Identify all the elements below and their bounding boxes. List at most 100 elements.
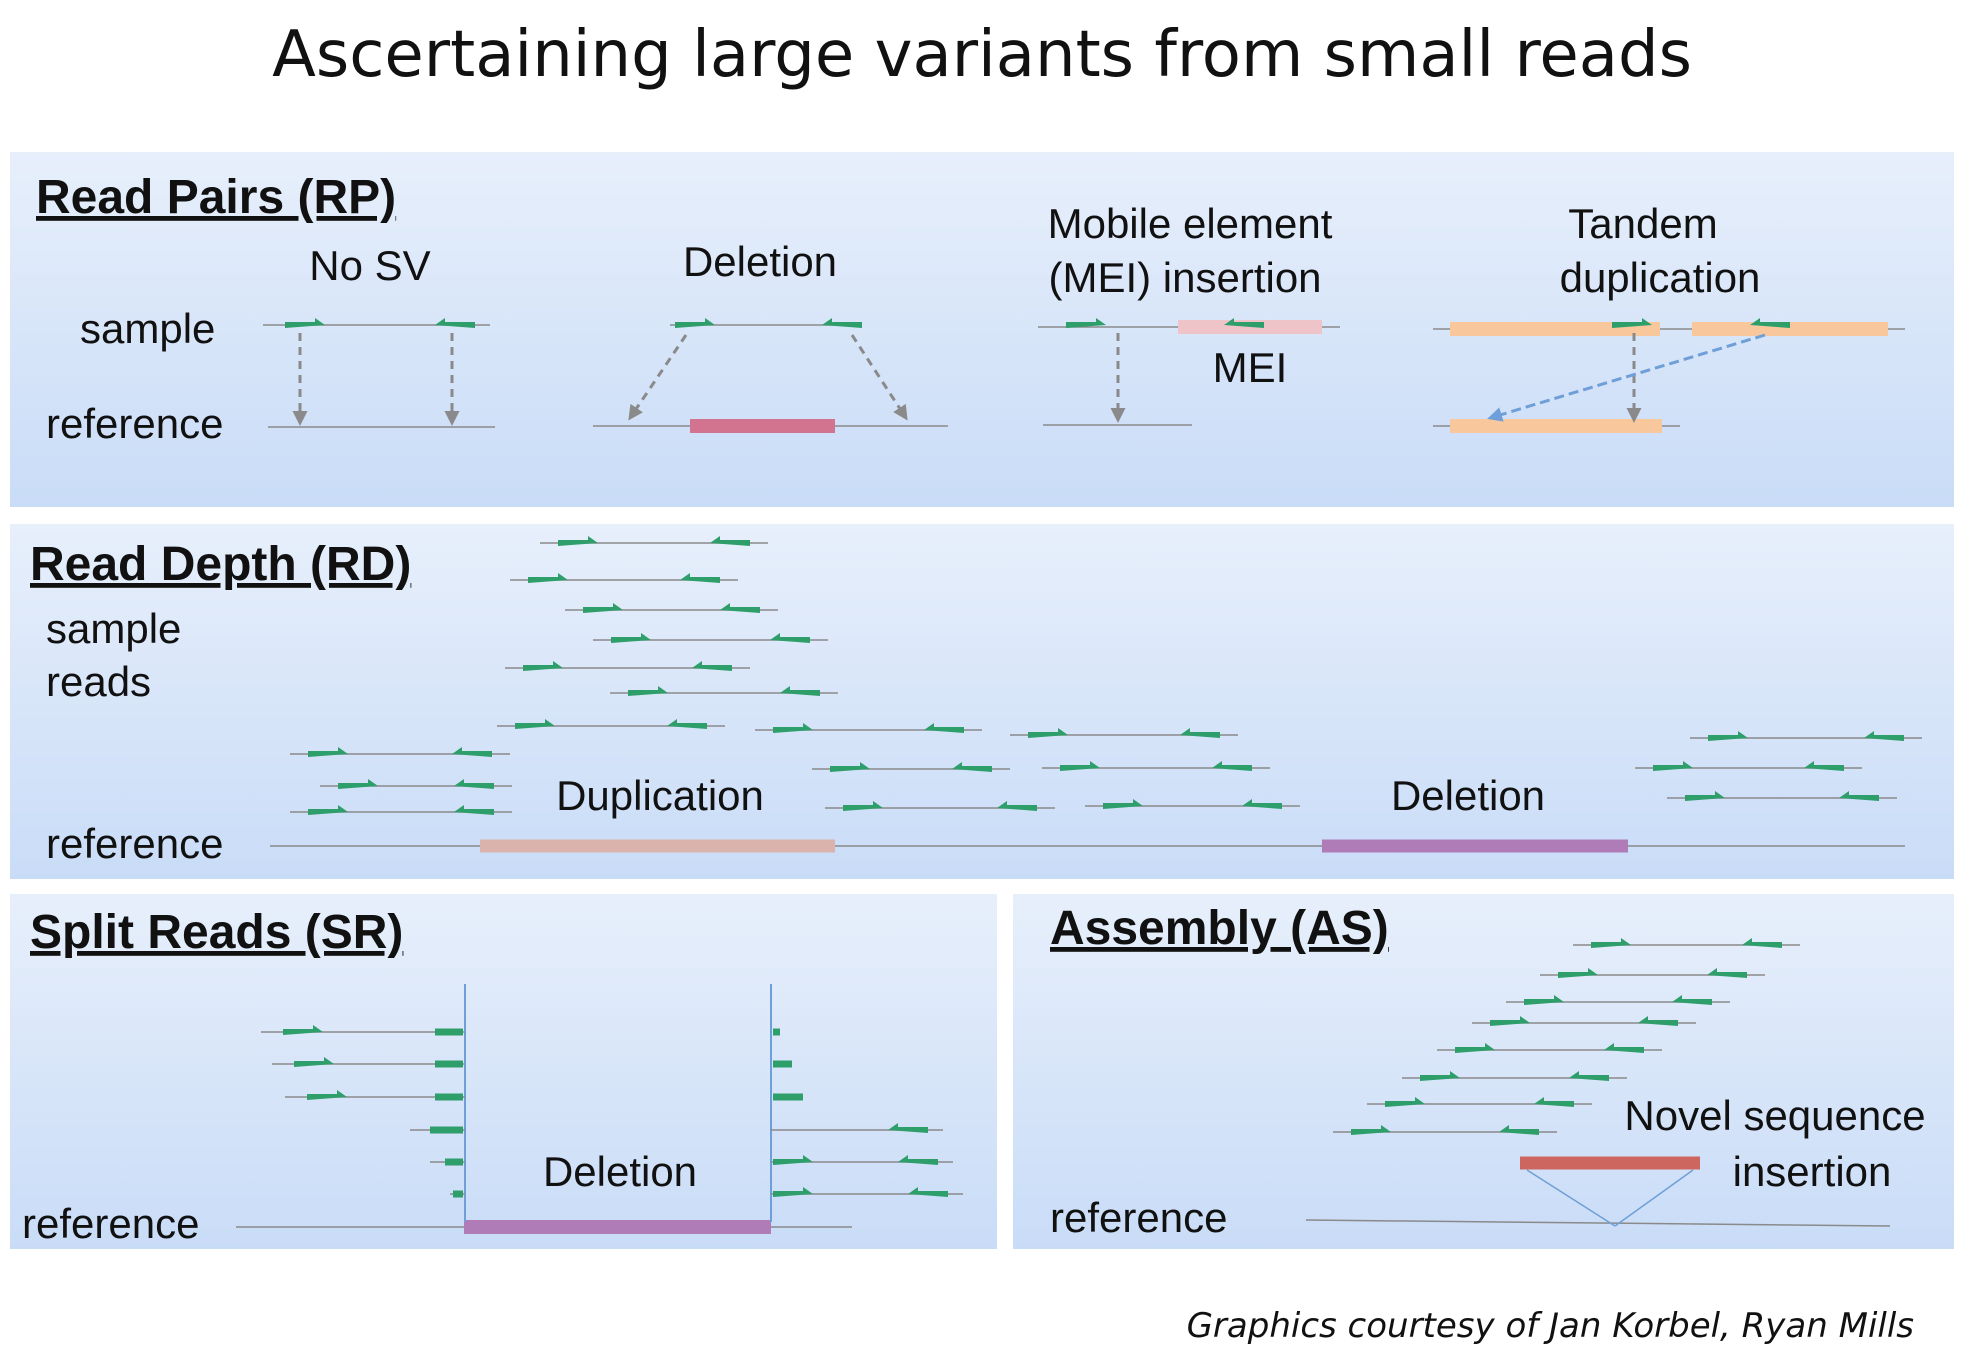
- split-read-fragment: [773, 1028, 780, 1036]
- split-reads-panel: [10, 894, 997, 1249]
- read-arrow-icon: [285, 318, 325, 328]
- as-novel-label-line1: Novel sequence: [1624, 1092, 1925, 1139]
- split-reads-graphics: [236, 984, 963, 1234]
- read-arrow-icon: [1212, 761, 1252, 771]
- read-arrow-icon: [830, 762, 870, 772]
- read-arrow-icon: [1672, 995, 1712, 1005]
- dashed-mapping-arrow-icon: [850, 334, 908, 421]
- read-arrow-icon: [710, 536, 750, 546]
- read-arrow-icon: [1066, 318, 1106, 328]
- read-pair: [1402, 1071, 1627, 1081]
- read-pair: [540, 536, 768, 546]
- read-pair: [290, 805, 512, 815]
- split-read-fragment: [453, 1190, 463, 1198]
- read-pair: [1667, 791, 1897, 801]
- read-arrow-icon: [1242, 799, 1282, 809]
- read-pair: [1010, 728, 1238, 738]
- read-arrow-icon: [558, 536, 598, 546]
- read-arrow-icon: [667, 719, 707, 729]
- sr-heading: Split Reads (SR): [30, 906, 403, 959]
- split-read-fragment: [435, 1093, 463, 1101]
- rd-sample-reads-line1: sample: [46, 605, 181, 652]
- read-arrow-icon: [307, 1090, 347, 1100]
- read-arrow-icon: [997, 801, 1037, 811]
- as-novel-insertion-segment: [1520, 1156, 1700, 1170]
- read-arrow-icon: [1180, 728, 1220, 738]
- read-arrow-icon: [1455, 1043, 1495, 1053]
- read-pair: [565, 603, 778, 613]
- read-arrow-icon: [452, 747, 492, 757]
- read-pair: [1085, 799, 1300, 809]
- read-arrow-icon: [454, 805, 494, 815]
- read-arrow-icon: [822, 318, 862, 328]
- read-arrow-icon: [1490, 1016, 1530, 1026]
- read-arrow-icon: [1742, 938, 1782, 948]
- read-arrow-icon: [1060, 761, 1100, 771]
- rd-deletion-label: Deletion: [1391, 772, 1545, 819]
- read-pair: [1367, 1097, 1592, 1107]
- rp-tandem-copy-1: [1450, 322, 1660, 336]
- read-pair: [755, 723, 982, 733]
- rd-heading: Read Depth (RD): [30, 538, 411, 591]
- read-arrow-icon: [773, 1155, 813, 1165]
- rp-mei-insert: [1178, 320, 1322, 334]
- rp-deletion-segment: [690, 419, 835, 433]
- rd-sample-reads-line2: reads: [46, 658, 151, 705]
- read-pair: [1472, 1016, 1696, 1026]
- read-pair: [1635, 761, 1862, 771]
- dashed-mapping-arrow-icon: [628, 334, 688, 421]
- as-novel-label-line2: insertion: [1733, 1148, 1892, 1195]
- read-arrow-icon: [1638, 1016, 1678, 1026]
- as-reference-label: reference: [1050, 1194, 1227, 1241]
- read-arrow-icon: [1653, 761, 1693, 771]
- read-pair: [1333, 1125, 1557, 1135]
- read-pair: [497, 719, 725, 729]
- split-read-fragment: [435, 1060, 463, 1068]
- rp-reference-label: reference: [46, 400, 223, 447]
- read-pair: [825, 801, 1055, 811]
- rp-tandem-reference-segment: [1450, 419, 1662, 433]
- read-arrow-icon: [1707, 968, 1747, 978]
- read-pairs-graphics: [263, 318, 1905, 433]
- read-arrow-icon: [1420, 1071, 1460, 1081]
- rd-duplication-segment: [480, 839, 835, 853]
- rp-mei-tag: MEI: [1213, 344, 1288, 391]
- as-insertion-connector-right: [1614, 1169, 1694, 1227]
- read-arrow-icon: [1558, 968, 1598, 978]
- rd-duplication-label: Duplication: [556, 772, 764, 819]
- read-pair: [510, 573, 738, 583]
- read-pair: [812, 762, 1010, 772]
- read-arrow-icon: [1385, 1097, 1425, 1107]
- read-arrow-icon: [528, 573, 568, 583]
- read-arrow-icon: [908, 1187, 948, 1197]
- rp-tandem-copy-2: [1692, 322, 1888, 336]
- read-pair: [1573, 938, 1800, 948]
- read-arrow-icon: [308, 805, 348, 815]
- read-pair: [1042, 761, 1270, 771]
- read-arrow-icon: [888, 1123, 928, 1133]
- read-arrow-icon: [1804, 761, 1844, 771]
- read-arrow-icon: [454, 779, 494, 789]
- read-arrow-icon: [780, 686, 820, 696]
- split-read-fragment: [773, 1060, 792, 1068]
- read-arrow-icon: [1604, 1043, 1644, 1053]
- split-read-fragment: [445, 1158, 463, 1166]
- read-arrow-icon: [583, 603, 623, 613]
- rp-mei-label-line2: (MEI) insertion: [1048, 254, 1321, 301]
- dashed-mapping-arrow-icon: [1487, 333, 1766, 422]
- read-arrow-icon: [308, 747, 348, 757]
- read-arrow-icon: [1839, 791, 1879, 801]
- read-pair: [1437, 1043, 1662, 1053]
- rp-tandem-label-line2: duplication: [1560, 254, 1761, 301]
- read-arrow-icon: [283, 1025, 323, 1035]
- read-pair: [505, 661, 750, 671]
- rp-heading: Read Pairs (RP): [36, 171, 396, 224]
- read-arrow-icon: [523, 661, 563, 671]
- read-arrow-icon: [1685, 791, 1725, 801]
- read-arrow-icon: [1569, 1071, 1609, 1081]
- rp-sample-label: sample: [80, 305, 215, 352]
- read-arrow-icon: [1864, 731, 1904, 741]
- read-arrow-icon: [1499, 1125, 1539, 1135]
- read-arrow-icon: [515, 719, 555, 729]
